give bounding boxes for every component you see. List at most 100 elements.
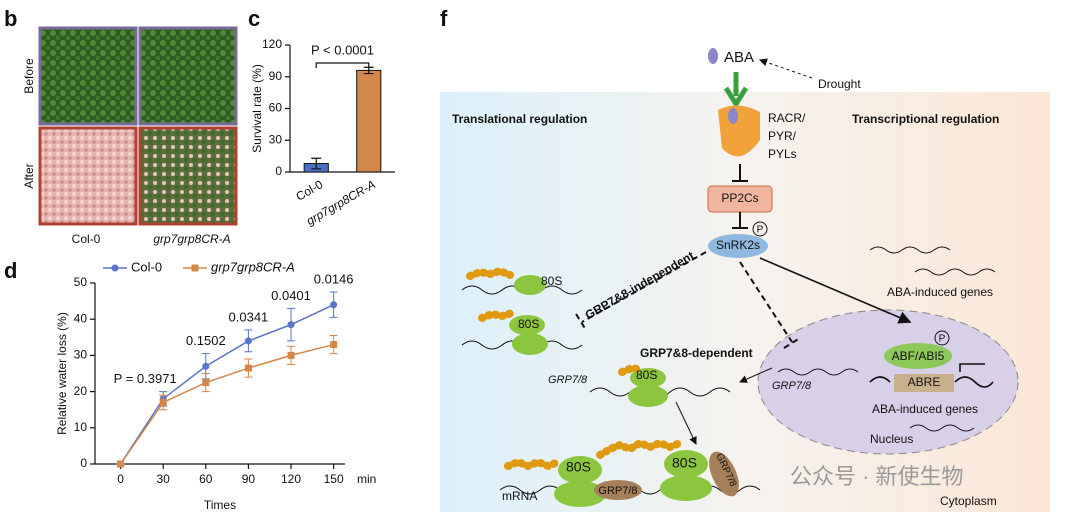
x-axis-label: Times	[204, 498, 236, 512]
receptor-label: RACR/	[768, 111, 806, 125]
y-tick-label: 10	[74, 420, 88, 434]
background	[440, 92, 1050, 512]
legend-label: Col-0	[131, 259, 162, 274]
abre-box	[894, 374, 954, 392]
receptor-label: PYR/	[768, 129, 797, 143]
genes-label: ABA-induced genes	[887, 285, 993, 299]
abf-shape	[884, 343, 952, 369]
promoter	[869, 363, 994, 388]
nucleus-shape	[757, 309, 1019, 455]
point	[202, 362, 210, 370]
panel-label: d	[4, 258, 17, 283]
photo	[138, 26, 238, 126]
inhibit	[575, 251, 707, 331]
abre: ABRE	[908, 375, 941, 389]
row-label: Before	[22, 58, 36, 94]
series-line	[119, 304, 334, 465]
point	[330, 341, 338, 349]
annotation: P = 0.3971	[114, 371, 177, 386]
row-label: After	[22, 163, 36, 188]
ribosome	[509, 315, 545, 335]
ribosome-label: 80S	[636, 368, 657, 382]
point	[159, 398, 167, 406]
inhibit	[732, 212, 748, 229]
y-axis-label: Survival rate (%)	[250, 64, 264, 153]
gene-waves	[869, 246, 996, 276]
annotation: 0.0341	[229, 309, 269, 324]
point	[202, 379, 210, 387]
ribosome	[664, 450, 708, 478]
phospho-circle	[752, 221, 768, 237]
point	[287, 351, 295, 359]
aba: ABA	[724, 49, 754, 66]
annotation: 0.0146	[314, 271, 354, 286]
grp-protein	[709, 451, 739, 497]
panel-label: c	[248, 6, 260, 31]
arrow	[759, 58, 813, 79]
photo	[38, 26, 138, 126]
y-tick-label: 0	[275, 164, 282, 178]
y-tick-label: 60	[269, 101, 283, 115]
snrk: SnRK2s	[716, 238, 760, 252]
x-tick-label: Col-0	[293, 177, 325, 204]
point	[330, 301, 338, 309]
ribosome-label: 80S	[672, 455, 697, 471]
ribosome	[628, 385, 668, 407]
x-tick-label: 30	[157, 472, 171, 486]
x-tick-label: 150	[324, 472, 344, 486]
peptide-chain	[466, 266, 684, 471]
point	[244, 337, 252, 345]
panel-label: b	[4, 6, 17, 31]
section-title: Transcriptional regulation	[852, 112, 999, 126]
y-tick-label: 120	[262, 37, 282, 51]
gene-waves	[777, 368, 859, 376]
mrna: mRNA	[502, 489, 537, 503]
grp-gene: GRP7/8	[772, 380, 812, 392]
arrow	[723, 72, 749, 109]
ribosome-label: 80S	[541, 274, 562, 288]
series-line	[119, 343, 334, 465]
column-label: Col-0	[72, 232, 101, 246]
y-tick-label: 50	[74, 275, 88, 289]
aba-molecule	[708, 48, 718, 64]
y-tick-label: 20	[74, 384, 88, 398]
ribosome-label: 80S	[566, 459, 591, 475]
ribosome	[660, 475, 712, 501]
y-tick-label: 0	[80, 456, 87, 470]
legend-marker	[191, 264, 199, 272]
pp2c: PP2Cs	[721, 191, 758, 205]
ribosome-label: 80S	[518, 317, 539, 331]
x-unit: min	[357, 472, 376, 486]
y-tick-label: 30	[269, 132, 283, 146]
arrow	[759, 257, 912, 324]
annotation: 0.0401	[271, 288, 311, 303]
significance-label: P < 0.0001	[311, 42, 374, 57]
y-axis-label: Relative water loss (%)	[55, 312, 69, 435]
photo	[138, 126, 238, 226]
y-tick-label: 30	[74, 348, 88, 362]
arrow	[739, 367, 773, 383]
ribosome	[514, 275, 546, 295]
ribosome	[554, 481, 606, 507]
y-tick-label: 40	[74, 311, 88, 325]
aba-molecule	[728, 108, 738, 124]
ribosome	[512, 333, 548, 355]
phospho: P	[757, 225, 764, 236]
phospho-circle	[934, 330, 950, 346]
snrk-shape	[708, 234, 768, 258]
pathway-label: GRP7&8-dependent	[640, 346, 753, 360]
ribosome	[630, 368, 666, 388]
x-tick-label: 120	[281, 472, 301, 486]
error-bar	[311, 157, 322, 170]
grp-gene: GRP7/8	[548, 374, 588, 386]
inhibit	[732, 164, 748, 182]
significance-bracket	[315, 62, 370, 68]
legend-label: grp7grp8CR-A	[211, 259, 295, 274]
grp-protein-label: GRP7/8	[598, 485, 637, 497]
nucleus: Nucleus	[870, 432, 913, 446]
y-tick-label: 90	[269, 69, 283, 83]
x-tick-label: 0	[117, 472, 124, 486]
section-title: Translational regulation	[452, 112, 587, 126]
genes-label: ABA-induced genes	[872, 402, 978, 416]
panel-label: f	[440, 6, 448, 31]
